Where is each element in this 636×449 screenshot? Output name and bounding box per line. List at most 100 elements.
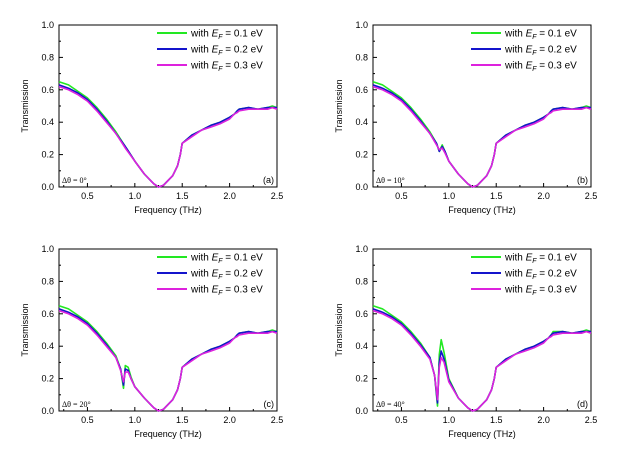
x-tick-label: 0.5 <box>81 415 94 425</box>
legend-symbol: E <box>526 45 533 56</box>
legend-prefix: with <box>504 29 526 40</box>
y-tick-label: 0.2 <box>41 374 54 384</box>
y-axis-label: Transmission <box>334 79 344 132</box>
legend-subscript: F <box>218 50 223 57</box>
x-tick-label: 1.0 <box>129 191 142 201</box>
legend-prefix: with <box>504 45 526 56</box>
legend-prefix: with <box>190 253 212 264</box>
series-line-ef-0-1 <box>372 304 592 412</box>
x-tick-label: 1.5 <box>490 191 503 201</box>
series-line-ef-0-1 <box>58 80 278 188</box>
x-tick-label: 0.5 <box>395 415 408 425</box>
delta-theta-annotation: Δθ = 0° <box>62 176 87 185</box>
series-line-ef-0-1 <box>372 80 592 188</box>
legend-subscript: F <box>532 66 537 73</box>
series-line-ef-0-3 <box>372 85 592 188</box>
y-tick-label: 1.0 <box>41 20 54 30</box>
y-tick-label: 0.2 <box>355 374 368 384</box>
legend-entry: with EF = 0.2 eV <box>504 45 577 58</box>
legend-entry: with EF = 0.2 eV <box>190 45 263 58</box>
legend-subscript: F <box>218 34 223 41</box>
y-tick-label: 0.0 <box>41 182 54 192</box>
chart-panel-d: 0.0 0.2 0.4 0.6 0.8 1.0 0.5 1.0 1.5 2.0 2.5 Transmi… <box>334 244 597 439</box>
legend-subscript: F <box>532 274 537 281</box>
panel-label: (a) <box>263 175 274 185</box>
series-line-ef-0-2 <box>58 308 277 412</box>
legend-symbol: E <box>212 29 219 40</box>
x-tick-label: 1.0 <box>443 415 456 425</box>
y-axis-label: Transmission <box>334 303 344 356</box>
x-axis-label: Frequency (THz) <box>134 429 202 439</box>
legend-entry: with EF = 0.1 eV <box>504 29 577 42</box>
series-line-ef-0-2 <box>372 84 591 188</box>
y-tick-label: 0.4 <box>355 117 368 127</box>
delta-theta-annotation: Δθ = 20° <box>62 400 91 409</box>
y-tick-label: 1.0 <box>355 244 368 254</box>
legend-prefix: with <box>504 269 526 280</box>
legend-subscript: F <box>218 258 223 265</box>
legend-symbol: E <box>212 253 219 264</box>
legend-prefix: with <box>190 45 212 56</box>
y-tick-label: 0.0 <box>41 406 54 416</box>
legend-subscript: F <box>218 274 223 281</box>
legend-value: = 0.3 eV <box>537 285 578 296</box>
legend-value: = 0.2 eV <box>537 45 578 56</box>
legend-entry: with EF = 0.3 eV <box>504 61 577 74</box>
y-tick-label: 0.4 <box>355 341 368 351</box>
y-tick-label: 0.6 <box>355 309 368 319</box>
legend-value: = 0.1 eV <box>223 29 264 40</box>
legend-value: = 0.2 eV <box>223 45 264 56</box>
x-tick-label: 2.0 <box>223 415 236 425</box>
panel-label: (b) <box>577 175 588 185</box>
series-line-ef-0-2 <box>372 308 591 412</box>
y-tick-label: 0.8 <box>41 52 54 62</box>
y-tick-label: 1.0 <box>355 20 368 30</box>
x-tick-label: 2.5 <box>271 415 284 425</box>
legend-entry: with EF = 0.3 eV <box>504 285 577 298</box>
legend-subscript: F <box>218 66 223 73</box>
legend-prefix: with <box>504 61 526 72</box>
legend-subscript: F <box>532 258 537 265</box>
legend-entry: with EF = 0.3 eV <box>190 285 263 298</box>
legend-symbol: E <box>526 269 533 280</box>
x-tick-label: 0.5 <box>395 191 408 201</box>
panel-label: (d) <box>577 399 588 409</box>
legend-symbol: E <box>212 285 219 296</box>
x-tick-label: 1.0 <box>443 191 456 201</box>
legend-entry: with EF = 0.1 eV <box>504 253 577 266</box>
chart-panel-a: 0.0 0.2 0.4 0.6 0.8 1.0 0.5 1.0 1.5 2.0 2.5 Transmi… <box>20 20 283 215</box>
y-tick-label: 0.6 <box>41 309 54 319</box>
x-tick-label: 2.0 <box>537 415 550 425</box>
y-tick-label: 0.8 <box>41 276 54 286</box>
y-tick-label: 0.4 <box>41 341 54 351</box>
legend-symbol: E <box>212 269 219 280</box>
y-tick-label: 0.2 <box>355 150 368 160</box>
y-tick-label: 0.8 <box>355 276 368 286</box>
legend-value: = 0.2 eV <box>537 269 578 280</box>
legend-prefix: with <box>190 61 212 72</box>
chart-panel-b: 0.0 0.2 0.4 0.6 0.8 1.0 0.5 1.0 1.5 2.0 2.5 Transmi… <box>334 20 597 215</box>
legend-prefix: with <box>190 269 212 280</box>
legend-subscript: F <box>532 290 537 297</box>
y-tick-label: 0.2 <box>41 150 54 160</box>
x-tick-label: 2.5 <box>585 191 598 201</box>
legend-value: = 0.1 eV <box>537 29 578 40</box>
legend-prefix: with <box>190 285 212 296</box>
delta-theta-annotation: Δθ = 10° <box>376 176 405 185</box>
y-tick-label: 0.4 <box>41 117 54 127</box>
y-tick-label: 0.0 <box>355 182 368 192</box>
legend-symbol: E <box>526 29 533 40</box>
series-line-ef-0-2 <box>58 84 277 188</box>
x-tick-label: 1.5 <box>176 191 189 201</box>
x-axis-label: Frequency (THz) <box>134 205 202 215</box>
y-axis-label: Transmission <box>20 303 30 356</box>
legend-value: = 0.3 eV <box>537 61 578 72</box>
x-tick-label: 0.5 <box>81 191 94 201</box>
legend-entry: with EF = 0.1 eV <box>190 29 263 42</box>
legend-value: = 0.1 eV <box>223 253 264 264</box>
legend-subscript: F <box>532 34 537 41</box>
y-tick-label: 0.6 <box>41 85 54 95</box>
legend-value: = 0.2 eV <box>223 269 264 280</box>
legend-entry: with EF = 0.3 eV <box>190 61 263 74</box>
y-tick-label: 1.0 <box>41 244 54 254</box>
